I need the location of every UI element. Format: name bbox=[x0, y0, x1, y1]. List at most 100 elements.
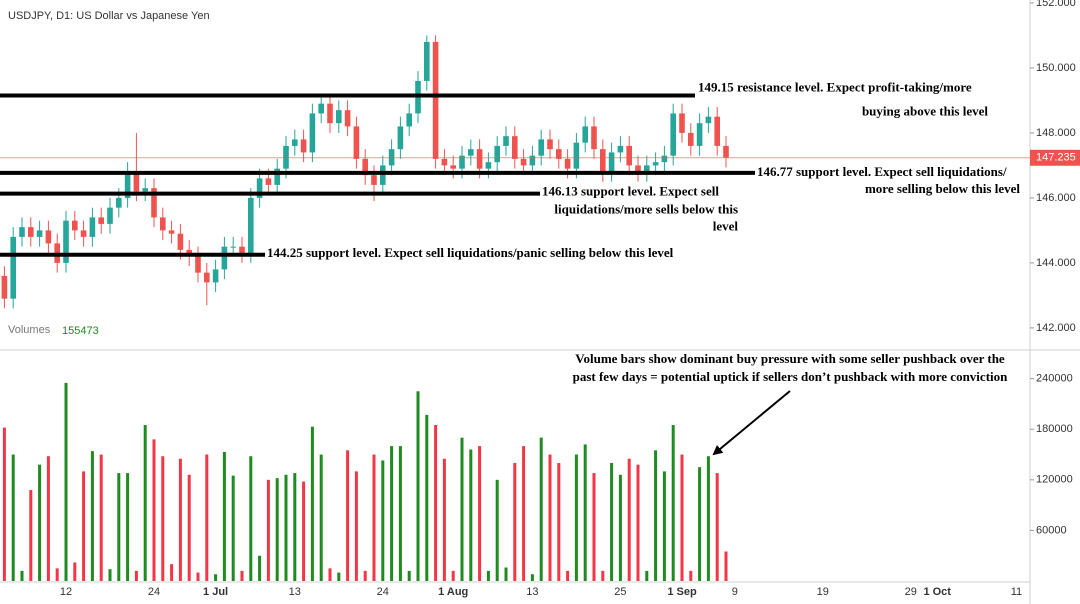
x-tick-label: 24 bbox=[148, 586, 160, 598]
volume-bar bbox=[610, 462, 614, 581]
candle-body bbox=[195, 256, 201, 273]
candle-body bbox=[652, 162, 659, 166]
candle-body bbox=[644, 165, 650, 172]
volume-bar bbox=[548, 454, 552, 581]
volume-bar bbox=[178, 458, 182, 581]
candle-body bbox=[432, 41, 439, 159]
volume-bar bbox=[346, 450, 350, 581]
volume-bar bbox=[372, 454, 376, 581]
candle-body bbox=[564, 158, 571, 169]
volume-bar bbox=[214, 574, 218, 581]
volume-bar bbox=[143, 425, 147, 581]
candle-body bbox=[424, 41, 430, 81]
candle-body bbox=[45, 230, 52, 244]
volume-bar bbox=[566, 570, 570, 581]
volume-bar bbox=[680, 454, 684, 581]
candle-body bbox=[168, 230, 175, 234]
volume-bar bbox=[337, 572, 341, 581]
volume-bar bbox=[451, 570, 455, 581]
candle-body bbox=[476, 149, 483, 169]
volume-bar bbox=[407, 570, 411, 581]
candle-body bbox=[160, 217, 166, 231]
volume-bar bbox=[170, 564, 174, 581]
volume-last: 155473 bbox=[62, 325, 99, 337]
candle-body bbox=[89, 217, 96, 237]
volume-bar bbox=[398, 446, 402, 581]
volume-bar bbox=[319, 454, 323, 581]
arrow bbox=[712, 390, 791, 456]
volume-bar bbox=[495, 479, 499, 581]
candle-body bbox=[626, 145, 632, 166]
candle-body bbox=[98, 217, 104, 224]
level-note: more selling below this level bbox=[865, 181, 1020, 196]
volume-bar bbox=[152, 439, 156, 581]
volume-bar bbox=[513, 462, 517, 581]
candle-body bbox=[573, 142, 580, 169]
candle-body bbox=[397, 126, 404, 150]
volume-bar bbox=[108, 569, 112, 581]
volume-bar bbox=[522, 446, 526, 581]
candle-body bbox=[512, 136, 518, 159]
volume-bar bbox=[90, 451, 94, 581]
candle-body bbox=[688, 132, 694, 146]
candle-body bbox=[124, 171, 131, 198]
y-tick-label: 240000 bbox=[1036, 373, 1073, 385]
volume-bar bbox=[82, 471, 86, 581]
volume-bar bbox=[275, 478, 279, 581]
candle-body bbox=[204, 272, 210, 283]
candle-body bbox=[256, 178, 263, 198]
candle-body bbox=[450, 165, 456, 169]
volume-bar bbox=[654, 450, 658, 581]
candle-body bbox=[380, 165, 386, 185]
volume-bar bbox=[706, 456, 710, 581]
candle-body bbox=[63, 220, 69, 263]
volume-bar bbox=[645, 570, 649, 581]
level-note: buying above this level bbox=[862, 104, 988, 119]
candle-body bbox=[556, 149, 562, 159]
volume-bar bbox=[55, 568, 59, 581]
volume-bar bbox=[196, 572, 200, 581]
candle-body bbox=[309, 113, 316, 153]
volume-bar bbox=[64, 382, 68, 581]
volume-bar bbox=[46, 456, 50, 581]
volume-bar bbox=[249, 456, 253, 581]
volume-bar bbox=[73, 562, 77, 581]
last-price-label: 147.235 bbox=[1036, 152, 1076, 164]
volume-title: Volumes bbox=[8, 324, 51, 336]
volume-bar bbox=[689, 570, 693, 581]
volume-note: past few days = potential uptick if sell… bbox=[573, 369, 1009, 384]
volume-bar bbox=[20, 570, 24, 581]
volume-note: Volume bars show dominant buy pressure w… bbox=[575, 351, 1005, 366]
candle-body bbox=[230, 246, 236, 248]
volume-bar bbox=[583, 444, 587, 581]
volume-bar bbox=[618, 474, 622, 581]
chart-title: USDJPY, D1: US Dollar vs Japanese Yen bbox=[8, 10, 210, 22]
candle-body bbox=[19, 227, 25, 237]
candle-body bbox=[10, 236, 16, 299]
y-tick-label: 146.000 bbox=[1036, 192, 1076, 204]
candle-body bbox=[441, 158, 448, 166]
candle-body bbox=[529, 155, 536, 166]
candle-body bbox=[28, 227, 34, 237]
volume-bar bbox=[434, 425, 438, 581]
candle-body bbox=[265, 178, 272, 185]
candle-body bbox=[1, 275, 8, 299]
y-tick-label: 120000 bbox=[1036, 474, 1073, 486]
candle-body bbox=[151, 188, 157, 218]
volume-bar bbox=[662, 471, 666, 581]
level-note: 149.15 resistance level. Expect profit-t… bbox=[698, 80, 972, 95]
volume-bar bbox=[724, 551, 728, 581]
volume-bar bbox=[530, 574, 534, 581]
candle-body bbox=[714, 116, 720, 146]
volume-bar bbox=[504, 567, 508, 581]
volume-bar bbox=[363, 570, 367, 581]
volume-bar bbox=[601, 570, 605, 581]
candle-body bbox=[468, 149, 474, 156]
level-note: level bbox=[713, 219, 739, 234]
volume-bar bbox=[486, 570, 490, 581]
volume-bar bbox=[258, 555, 262, 581]
candle-body bbox=[494, 145, 500, 163]
y-tick-label: 60000 bbox=[1036, 524, 1067, 536]
candle-body bbox=[696, 123, 703, 146]
